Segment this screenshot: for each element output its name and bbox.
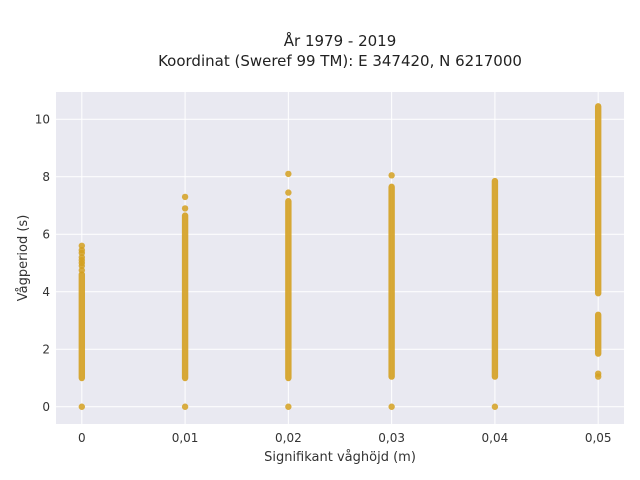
data-point	[285, 170, 292, 178]
data-point	[594, 370, 602, 377]
data-point	[78, 242, 86, 249]
data-point-cluster	[594, 311, 602, 357]
y-tick-labels: 0 2 4 6 8 10	[35, 112, 50, 413]
data-point	[285, 189, 292, 196]
x-tick-labels: 0 0,01 0,02 0,03 0,04 0,05	[78, 431, 612, 445]
data-point	[181, 205, 189, 212]
data-point-cluster	[491, 177, 499, 380]
chart-title-line2: Koordinat (Sweref 99 TM): E 347420, N 62…	[158, 52, 522, 70]
y-axis-label: Vågperiod (s)	[16, 215, 31, 302]
data-point	[388, 403, 395, 410]
data-point	[285, 403, 292, 410]
data-point	[388, 172, 395, 179]
y-tick-label: 6	[42, 227, 50, 241]
x-tick-label: 0,05	[585, 431, 612, 445]
x-tick-label: 0,04	[482, 431, 509, 445]
x-tick-label: 0	[78, 431, 86, 445]
x-tick-label: 0,02	[275, 431, 302, 445]
y-tick-label: 2	[42, 342, 50, 356]
plot-area	[56, 92, 624, 424]
y-tick-label: 4	[42, 285, 50, 299]
y-tick-label: 8	[42, 170, 50, 184]
data-point-cluster	[181, 212, 189, 382]
data-point	[181, 193, 189, 201]
data-points	[78, 103, 602, 410]
data-point	[78, 403, 86, 410]
data-point	[181, 403, 189, 410]
data-point-cluster	[388, 183, 395, 380]
data-point-cluster	[594, 103, 602, 297]
data-point-cluster	[285, 198, 292, 382]
x-tick-label: 0,01	[172, 431, 199, 445]
y-tick-label: 10	[35, 112, 50, 126]
data-point	[491, 403, 499, 410]
data-point-cluster	[78, 271, 86, 382]
y-tick-label: 0	[42, 400, 50, 414]
x-tick-label: 0,03	[378, 431, 405, 445]
x-axis-label: Signifikant våghöjd (m)	[264, 450, 416, 465]
chart-title-line1: År 1979 - 2019	[284, 31, 397, 50]
